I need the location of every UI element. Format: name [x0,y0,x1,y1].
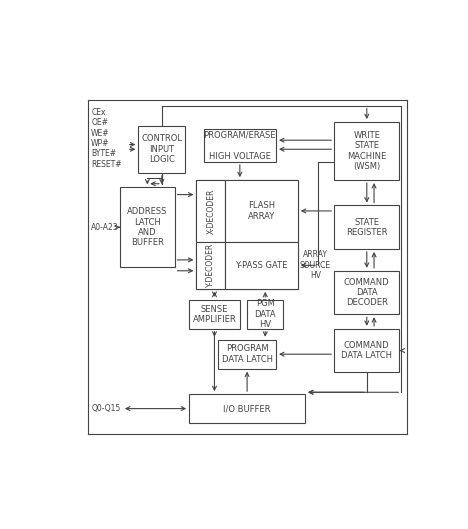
Text: FLASH
ARRAY: FLASH ARRAY [248,201,275,221]
Text: SENSE
AMPLIFIER: SENSE AMPLIFIER [193,305,236,324]
Text: A0-A23: A0-A23 [91,223,119,232]
Text: I/O BUFFER: I/O BUFFER [223,404,271,413]
FancyBboxPatch shape [197,242,226,289]
Text: Q0-Q15: Q0-Q15 [91,404,120,413]
Text: STATE
REGISTER: STATE REGISTER [346,217,388,237]
FancyBboxPatch shape [334,205,400,249]
Text: CEx
OE#
WE#
WP#
BYTE#
RESET#: CEx OE# WE# WP# BYTE# RESET# [91,108,122,169]
Text: CONTROL
INPUT
LOGIC: CONTROL INPUT LOGIC [141,134,183,164]
FancyBboxPatch shape [247,300,284,329]
Text: X-DECODER: X-DECODER [206,188,215,234]
FancyBboxPatch shape [120,187,175,267]
Text: COMMAND
DATA
DECODER: COMMAND DATA DECODER [344,278,389,307]
FancyBboxPatch shape [197,180,298,289]
FancyBboxPatch shape [189,300,240,329]
Text: Y-PASS GATE: Y-PASS GATE [235,261,288,270]
Text: PGM
DATA
HV: PGM DATA HV [255,299,276,329]
FancyBboxPatch shape [204,129,276,162]
Text: PROGRAM/ERASE

HIGH VOLTAGE: PROGRAM/ERASE HIGH VOLTAGE [204,131,276,160]
Text: ARRAY
SOURCE
HV: ARRAY SOURCE HV [300,250,331,280]
FancyBboxPatch shape [197,180,226,242]
Text: Y-DECODER: Y-DECODER [206,243,215,287]
Text: COMMAND
DATA LATCH: COMMAND DATA LATCH [341,341,392,360]
Text: ADDRESS
LATCH
AND
BUFFER: ADDRESS LATCH AND BUFFER [127,207,168,248]
FancyBboxPatch shape [189,394,305,423]
FancyBboxPatch shape [334,329,400,372]
FancyBboxPatch shape [139,126,185,173]
FancyBboxPatch shape [226,242,298,289]
FancyBboxPatch shape [334,271,400,314]
FancyBboxPatch shape [334,122,400,180]
Text: WRITE
STATE
MACHINE
(WSM): WRITE STATE MACHINE (WSM) [347,131,387,171]
FancyBboxPatch shape [226,180,298,242]
Text: PROGRAM
DATA LATCH: PROGRAM DATA LATCH [222,344,272,364]
FancyBboxPatch shape [218,340,276,369]
